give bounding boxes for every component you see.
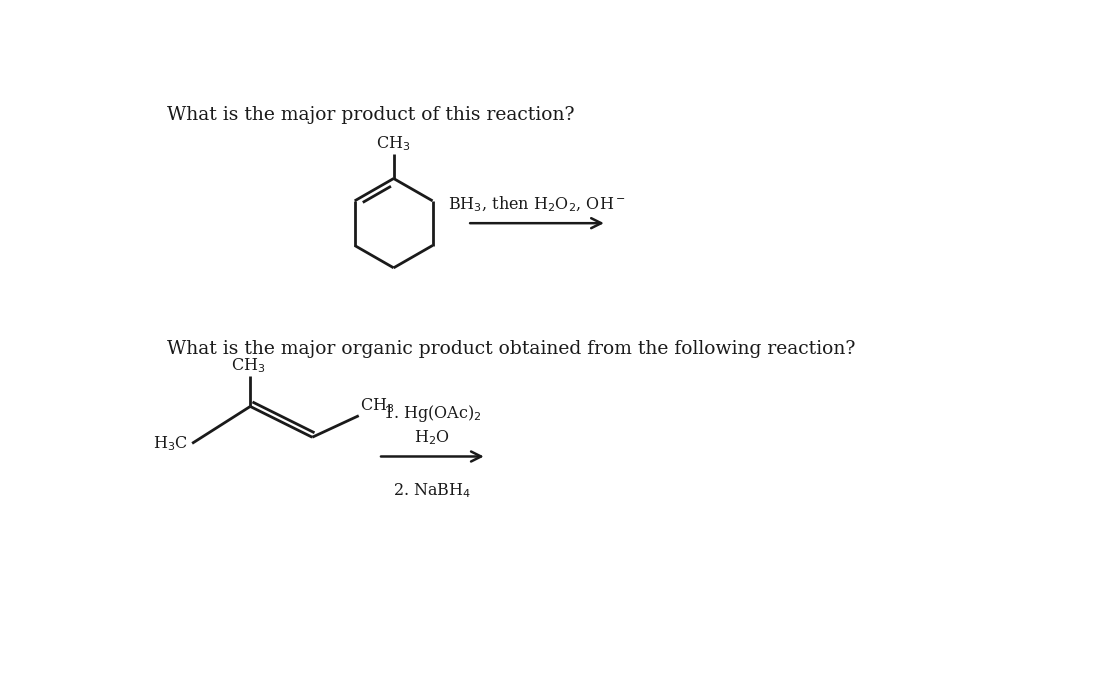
- Text: CH$_3$: CH$_3$: [232, 356, 266, 375]
- Text: 2. NaBH$_4$: 2. NaBH$_4$: [394, 481, 471, 500]
- Text: CH$_3$: CH$_3$: [376, 134, 410, 153]
- Text: What is the major product of this reaction?: What is the major product of this reacti…: [168, 106, 575, 124]
- Text: 1. Hg(OAc)$_2$: 1. Hg(OAc)$_2$: [383, 403, 482, 424]
- Text: CH$_3$: CH$_3$: [360, 397, 394, 415]
- Text: What is the major organic product obtained from the following reaction?: What is the major organic product obtain…: [168, 340, 856, 358]
- Text: BH$_3$, then H$_2$O$_2$, OH$^-$: BH$_3$, then H$_2$O$_2$, OH$^-$: [448, 194, 625, 214]
- Text: H$_2$O: H$_2$O: [415, 428, 450, 447]
- Text: H$_3$C: H$_3$C: [153, 434, 189, 453]
